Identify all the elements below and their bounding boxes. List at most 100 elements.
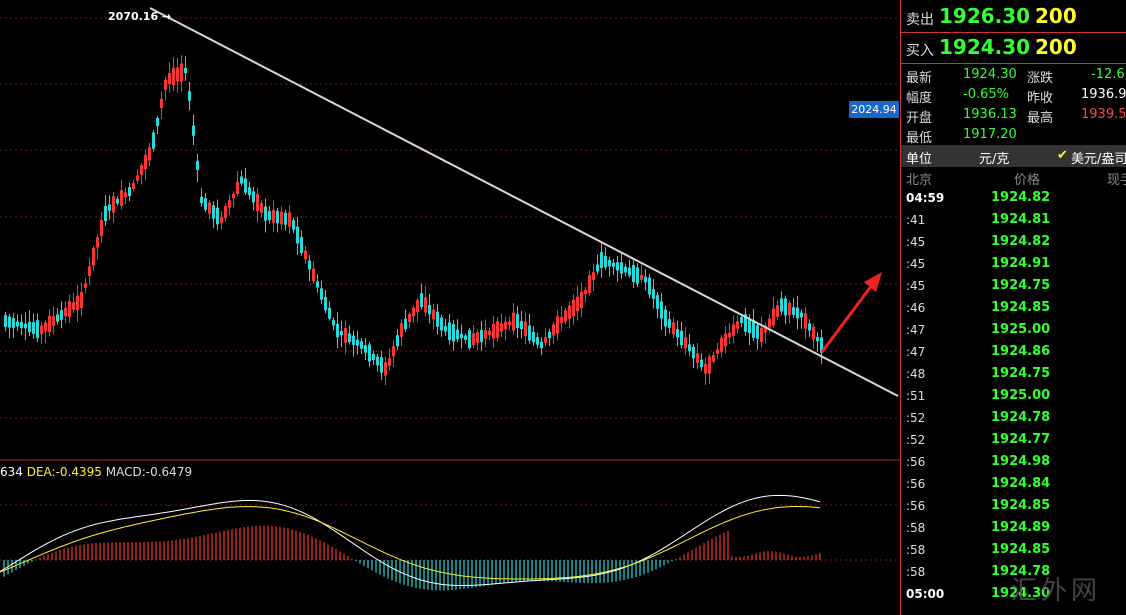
candle-body bbox=[704, 363, 707, 374]
candle-body bbox=[712, 355, 715, 362]
candle-body bbox=[156, 117, 159, 127]
candle-body bbox=[628, 267, 631, 276]
tick-price: 1924.78 bbox=[991, 564, 1051, 579]
unit-label: 单位 bbox=[906, 152, 933, 167]
candle-body bbox=[564, 310, 567, 322]
open-label: 开盘 bbox=[906, 111, 933, 126]
divider bbox=[901, 63, 1126, 64]
candle-body bbox=[136, 175, 139, 181]
tick-price: 1924.30 bbox=[991, 586, 1051, 601]
candle-body bbox=[184, 67, 187, 74]
candle-body bbox=[4, 315, 7, 327]
candle-body bbox=[692, 346, 695, 359]
chart-canvas[interactable] bbox=[0, 0, 900, 615]
candle-body bbox=[108, 204, 111, 211]
candle-body bbox=[132, 183, 135, 189]
candle-body bbox=[748, 318, 751, 334]
candle-body bbox=[548, 331, 551, 339]
check-icon[interactable]: ✔ bbox=[1057, 148, 1068, 163]
candle-body bbox=[804, 313, 807, 329]
candle-body bbox=[64, 307, 67, 317]
candle-body bbox=[20, 321, 23, 329]
tick-price: 1925.00 bbox=[991, 388, 1051, 403]
candle-body bbox=[408, 314, 411, 322]
macd-value: MACD:-0.6479 bbox=[105, 465, 193, 479]
candle-body bbox=[224, 206, 227, 218]
unit-alt[interactable]: 美元/盎司 bbox=[1071, 152, 1126, 167]
tick-price: 1925.00 bbox=[991, 322, 1051, 337]
tick-time: :56 bbox=[906, 499, 926, 513]
tick-time: :41 bbox=[906, 213, 926, 227]
candle-body bbox=[300, 236, 303, 254]
tick-row: :45 1924.82 bbox=[901, 232, 1126, 254]
candle-body bbox=[84, 283, 87, 288]
candle-body bbox=[684, 337, 687, 349]
range-value: -0.65% bbox=[963, 87, 1009, 102]
candle-body bbox=[208, 202, 211, 214]
tick-row: :56 1924.98 bbox=[901, 452, 1126, 474]
candle-body bbox=[428, 304, 431, 315]
candle-body bbox=[552, 324, 555, 336]
candle-body bbox=[648, 277, 651, 295]
candle-body bbox=[788, 302, 791, 316]
tick-row: :47 1924.86 bbox=[901, 342, 1126, 364]
tick-price: 1924.85 bbox=[991, 300, 1051, 315]
candle-body bbox=[112, 196, 115, 213]
candle-body bbox=[620, 262, 623, 274]
tick-time: :52 bbox=[906, 433, 926, 447]
candle-body bbox=[204, 198, 207, 210]
candle-body bbox=[764, 325, 767, 333]
candle-body bbox=[452, 324, 455, 342]
candle-body bbox=[348, 333, 351, 342]
candle-body bbox=[808, 323, 811, 331]
candle-body bbox=[192, 125, 195, 136]
unit-value[interactable]: 元/克 bbox=[979, 152, 1010, 167]
candle-body bbox=[596, 264, 599, 272]
candle-body bbox=[820, 337, 823, 353]
candle-body bbox=[416, 300, 419, 312]
high-value: 1939.5 bbox=[1081, 107, 1126, 122]
candle-body bbox=[288, 212, 291, 227]
candle-body bbox=[260, 203, 263, 213]
candle-body bbox=[268, 211, 271, 221]
candle-body bbox=[444, 326, 447, 332]
candle-body bbox=[72, 302, 75, 310]
tick-time: :45 bbox=[906, 235, 926, 249]
candle-body bbox=[568, 305, 571, 319]
candle-body bbox=[792, 307, 795, 315]
candle-body bbox=[616, 262, 619, 271]
sell-quote[interactable]: 卖出 1926.30 200 bbox=[901, 2, 1126, 32]
sell-price: 1926.30 bbox=[939, 4, 1031, 28]
buy-quote[interactable]: 买入 1924.30 200 bbox=[901, 33, 1126, 63]
candle-body bbox=[400, 323, 403, 337]
unit-bar: 单位 元/克 ✔ 美元/盎司 bbox=[901, 145, 1126, 167]
open-value: 1936.13 bbox=[963, 107, 1017, 122]
candle-body bbox=[352, 335, 355, 345]
tick-time: :51 bbox=[906, 389, 926, 403]
candle-body bbox=[376, 356, 379, 366]
candle-body bbox=[248, 187, 251, 196]
candle-body bbox=[356, 339, 359, 346]
candle-body bbox=[720, 337, 723, 353]
candle-body bbox=[324, 296, 327, 311]
candle-body bbox=[448, 322, 451, 341]
candle-body bbox=[120, 190, 123, 206]
candle-body bbox=[440, 317, 443, 331]
candle-body bbox=[92, 248, 95, 266]
dif-line bbox=[0, 494, 821, 586]
candle-body bbox=[24, 323, 27, 329]
candle-body bbox=[516, 314, 519, 328]
candle-body bbox=[588, 275, 591, 293]
red-arrow bbox=[820, 284, 874, 353]
candle-body bbox=[528, 325, 531, 341]
candle-body bbox=[372, 353, 375, 361]
tick-price: 1924.81 bbox=[991, 212, 1051, 227]
candlestick-chart[interactable]: 2070.16 → 2024.94 634 DEA:-0.4395 MACD:-… bbox=[0, 0, 900, 615]
tick-time: :47 bbox=[906, 345, 926, 359]
tick-price: 1924.77 bbox=[991, 432, 1051, 447]
candle-body bbox=[716, 349, 719, 354]
candle-body bbox=[104, 206, 107, 222]
candle-body bbox=[772, 308, 775, 326]
candle-body bbox=[284, 212, 287, 225]
candle-body bbox=[460, 333, 463, 339]
